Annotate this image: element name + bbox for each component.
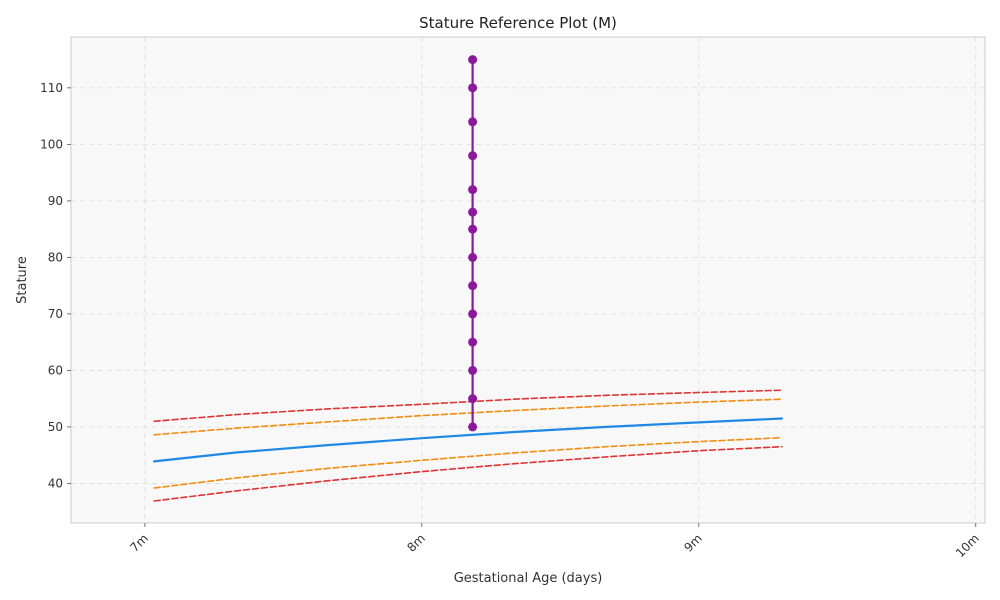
grid-lines — [71, 37, 985, 523]
plot-frame — [70, 36, 986, 524]
measurement-point — [468, 252, 478, 262]
y-tick-label: 100 — [40, 137, 63, 151]
y-axis-ticks: 40 50 60 70 80 90 100 110 — [40, 81, 71, 490]
measurement-point — [468, 224, 478, 234]
x-axis-ticks: 7m 8m 9m 10m — [127, 523, 982, 560]
series-layer — [153, 55, 784, 502]
series-line-2 — [153, 436, 783, 489]
measurement-point — [468, 365, 478, 375]
measurement-point — [468, 394, 478, 404]
x-tick-label: 10m — [953, 531, 982, 560]
measurement-point — [468, 422, 478, 432]
x-axis-label: Gestational Age (days) — [454, 571, 603, 586]
measurement-point — [468, 337, 478, 347]
measurement-point — [468, 83, 478, 93]
measurement-point — [468, 309, 478, 319]
measurement-point — [468, 151, 478, 161]
y-tick-label: 110 — [40, 81, 63, 95]
measurement-point — [468, 207, 478, 217]
measurement-point — [468, 55, 478, 65]
y-axis-label: Stature — [15, 256, 30, 304]
series-line-0 — [153, 417, 784, 463]
chart-title: Stature Reference Plot (M) — [419, 14, 617, 32]
y-tick-label: 60 — [48, 363, 63, 377]
y-tick-label: 70 — [48, 307, 63, 321]
x-tick-label: 7m — [127, 531, 151, 555]
y-tick-label: 40 — [48, 476, 63, 490]
x-tick-label: 8m — [404, 531, 428, 555]
series-line-1 — [153, 398, 783, 436]
measurement-point — [468, 185, 478, 195]
plot-area — [71, 37, 985, 523]
measurement-point — [468, 281, 478, 291]
series-line-3 — [153, 389, 783, 423]
measurement-point — [468, 117, 478, 127]
series-line-4 — [153, 445, 783, 502]
y-tick-label: 50 — [48, 420, 63, 434]
y-tick-label: 80 — [48, 250, 63, 264]
y-tick-label: 90 — [48, 194, 63, 208]
x-tick-label: 9m — [681, 531, 705, 555]
